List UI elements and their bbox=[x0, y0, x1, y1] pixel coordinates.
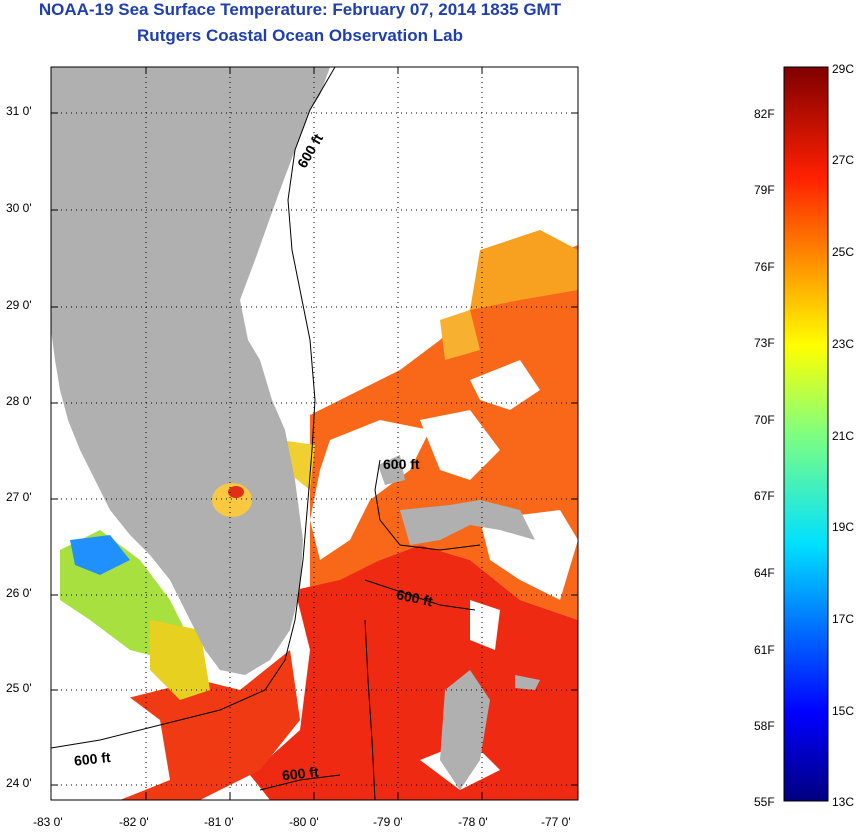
lon-label: -78 0' bbox=[458, 815, 488, 829]
land-layer bbox=[51, 67, 540, 790]
colorbar-fahrenheit-label: 70F bbox=[754, 413, 775, 427]
colorbar-celsius-label: 25C bbox=[832, 245, 855, 259]
colorbar-fahrenheit-label: 55F bbox=[754, 795, 775, 809]
lon-label: -83 0' bbox=[33, 815, 63, 829]
sst-ocean-layer bbox=[51, 230, 578, 800]
lon-label: -80 0' bbox=[289, 815, 319, 829]
lat-label: 31 0' bbox=[6, 104, 32, 118]
lat-label: 29 0' bbox=[6, 298, 32, 312]
colorbar-fahrenheit-label: 82F bbox=[754, 107, 775, 121]
colorbar-celsius-label: 23C bbox=[832, 337, 855, 351]
lon-label: -81 0' bbox=[204, 815, 234, 829]
contour-label-bahama: 600 ft bbox=[383, 456, 420, 472]
map-gridlines bbox=[51, 67, 578, 800]
temperature-colorbar bbox=[783, 66, 829, 802]
colorbar-fahrenheit-label: 67F bbox=[754, 489, 775, 503]
colorbar-celsius-label: 21C bbox=[832, 429, 855, 443]
map-title: NOAA-19 Sea Surface Temperature: Februar… bbox=[38, 0, 562, 19]
colorbar-celsius-label: 17C bbox=[832, 612, 855, 626]
lon-label: -77 0' bbox=[541, 815, 571, 829]
colorbar-fahrenheit-label: 64F bbox=[754, 566, 775, 580]
lat-label: 27 0' bbox=[6, 490, 32, 504]
lat-label: 30 0' bbox=[6, 201, 32, 215]
lat-label: 24 0' bbox=[6, 776, 32, 790]
colorbar-celsius-label: 27C bbox=[832, 153, 855, 167]
colorbar-fahrenheit-label: 73F bbox=[754, 336, 775, 350]
lon-label: -79 0' bbox=[373, 815, 403, 829]
lat-label: 26 0' bbox=[6, 586, 32, 600]
colorbar-fahrenheit-label: 58F bbox=[754, 719, 775, 733]
contour-label-south: 600 ft bbox=[281, 764, 319, 784]
colorbar-fahrenheit-label: 76F bbox=[754, 260, 775, 274]
lon-label: -82 0' bbox=[119, 815, 149, 829]
colorbar-celsius-label: 13C bbox=[832, 795, 855, 809]
contour-label-straits: 600 ft bbox=[395, 586, 434, 609]
colorbar-celsius-label: 15C bbox=[832, 704, 855, 718]
colorbar-fahrenheit-label: 79F bbox=[754, 183, 775, 197]
colorbar-fahrenheit-label: 61F bbox=[754, 643, 775, 657]
contour-label-keys: 600 ft bbox=[73, 749, 111, 769]
lat-label: 25 0' bbox=[6, 681, 32, 695]
colorbar-celsius-label: 29C bbox=[832, 62, 855, 76]
map-ticks bbox=[51, 67, 578, 800]
bathymetry-contours bbox=[51, 67, 481, 800]
map-subtitle: Rutgers Coastal Ocean Observation Lab bbox=[137, 26, 463, 45]
lat-label: 28 0' bbox=[6, 394, 32, 408]
colorbar-celsius-label: 19C bbox=[832, 520, 855, 534]
